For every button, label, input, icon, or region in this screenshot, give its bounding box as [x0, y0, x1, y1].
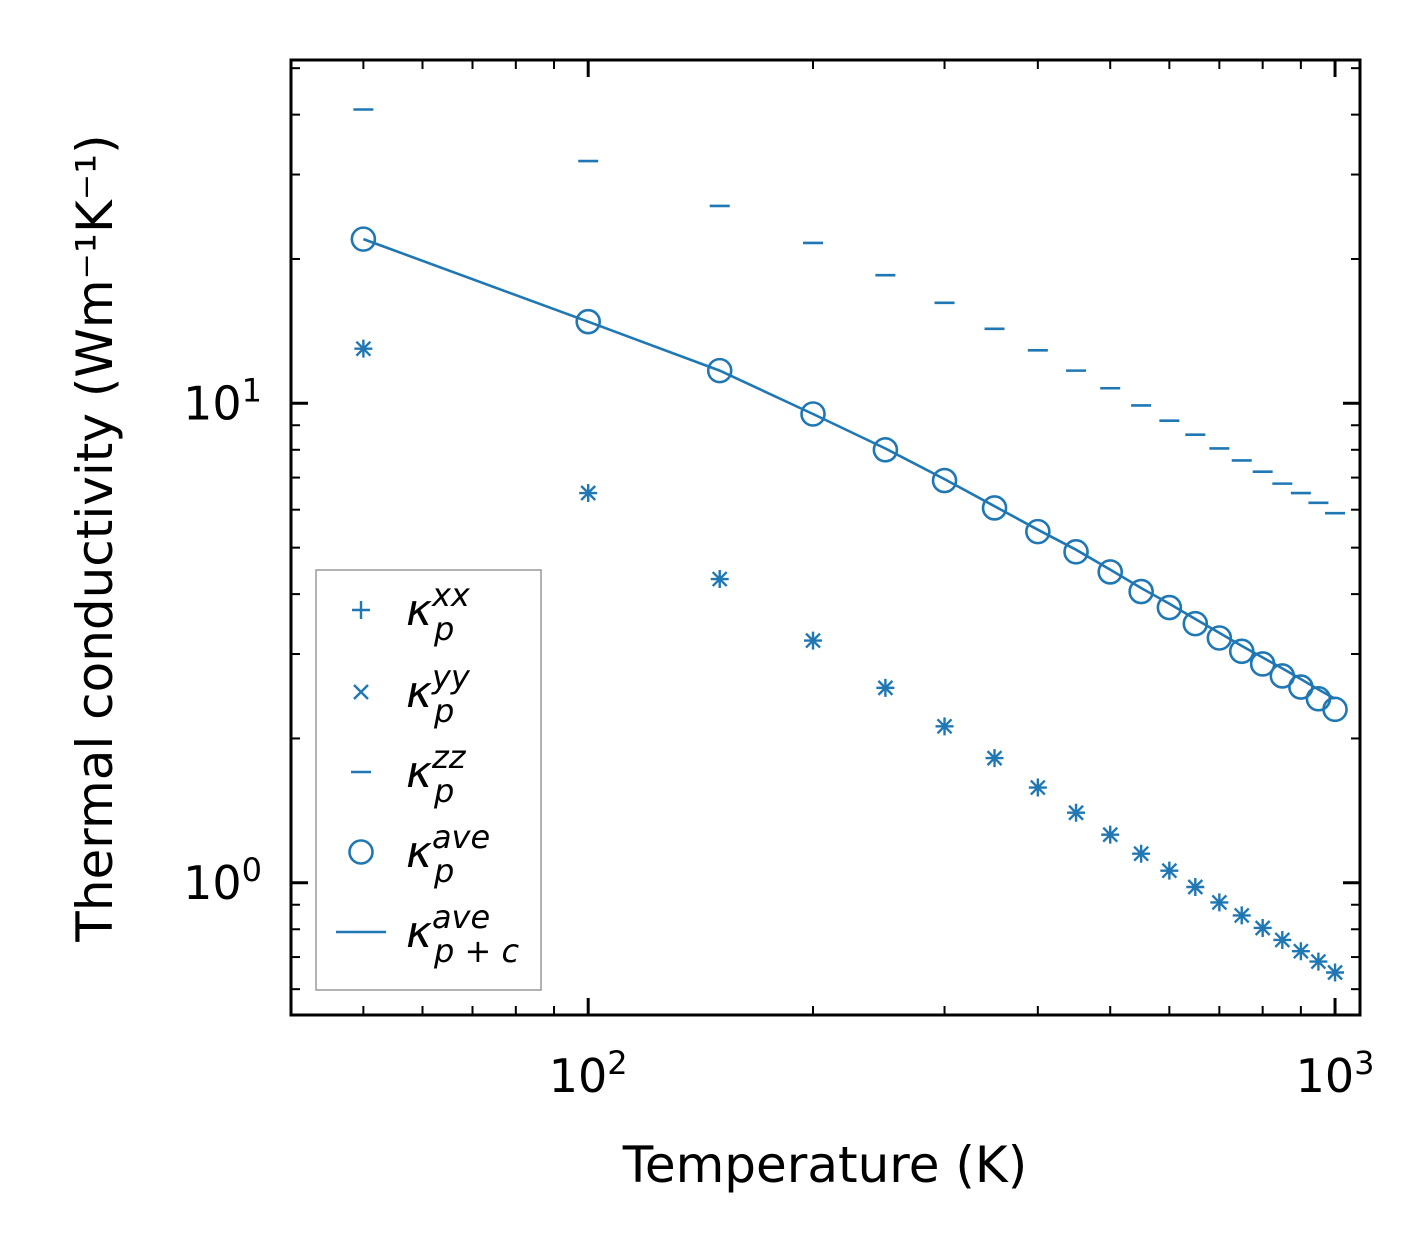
point-ave: [931, 467, 958, 494]
point-yy: [805, 632, 821, 649]
x-axis-label: Temperature (K): [622, 1136, 1027, 1194]
x-tick-labels: 102 103: [549, 1044, 1375, 1103]
series-layer: [350, 108, 1348, 982]
point-ave: [1063, 539, 1089, 565]
legend-swatch-xx: [352, 601, 370, 619]
point-ave: [350, 226, 377, 252]
legend-entry-xx: κxx p: [352, 576, 471, 648]
point-yy: [1133, 845, 1149, 862]
legend-entries: κxx p κyy p κzz p κave p κave p + c: [336, 576, 519, 970]
point-yy: [986, 750, 1003, 766]
major-ticks: [291, 60, 1360, 1015]
point-ave: [981, 495, 1008, 521]
plot-frame: [289, 58, 1362, 1017]
point-ave: [872, 436, 899, 463]
legend-box: [315, 569, 542, 991]
legend-label-zz: κzz p: [406, 738, 467, 810]
point-ave: [1025, 518, 1051, 545]
series-ave: [350, 226, 1348, 723]
legend-label-xx: κxx p: [406, 576, 471, 648]
point-ave: [575, 308, 601, 335]
legend-entry-ave-total: κave p + c: [336, 898, 519, 970]
series-line-ave-total: [362, 237, 1336, 700]
legend-entry-yy: κyy p: [353, 658, 471, 730]
point-ave: [1206, 625, 1233, 651]
point-yy: [1068, 804, 1084, 821]
legend-label-yy: κyy p: [406, 658, 471, 730]
point-ave: [1097, 559, 1124, 585]
y-axis-label: Thermal conductivity (Wm⁻¹K⁻¹): [66, 134, 124, 942]
y-tick-labels: 100 101: [183, 371, 262, 909]
point-yy: [936, 718, 953, 735]
series-yy: [355, 340, 1343, 981]
point-yy: [1310, 953, 1327, 970]
point-yy: [1161, 862, 1178, 879]
legend-swatch-yy: [353, 684, 369, 700]
legend: κxx p κyy p κzz p κave p κave p + c: [315, 569, 542, 991]
series-zz: [353, 108, 1346, 515]
legend-label-ave: κave p: [406, 818, 490, 890]
point-ave: [1182, 610, 1209, 637]
x-tick-label: 102: [549, 1044, 628, 1103]
point-ave: [1156, 594, 1183, 621]
point-yy: [1254, 920, 1271, 936]
point-ave: [706, 357, 733, 384]
point-ave: [1128, 578, 1154, 605]
point-ave: [1322, 696, 1348, 723]
point-yy: [355, 340, 372, 357]
legend-label-ave-total: κave p + c: [406, 898, 519, 970]
point-yy: [1293, 943, 1309, 960]
point-yy: [1274, 932, 1291, 948]
point-yy: [1029, 779, 1046, 796]
y-tick-label: 101: [183, 371, 262, 430]
point-yy: [1211, 894, 1228, 911]
legend-entry-zz: κzz p: [351, 738, 467, 810]
point-yy: [1233, 907, 1250, 924]
legend-entry-ave: κave p: [348, 818, 490, 890]
x-tick-label: 103: [1296, 1044, 1375, 1103]
point-yy: [1327, 964, 1343, 981]
point-yy: [1187, 879, 1204, 895]
point-yy: [1102, 826, 1119, 843]
series-ave-total: [362, 237, 1336, 700]
point-yy: [711, 571, 728, 587]
point-yy: [580, 485, 597, 501]
y-tick-label: 100: [183, 851, 262, 910]
point-yy: [877, 680, 894, 696]
legend-swatch-ave: [348, 839, 374, 865]
point-ave: [800, 401, 826, 427]
